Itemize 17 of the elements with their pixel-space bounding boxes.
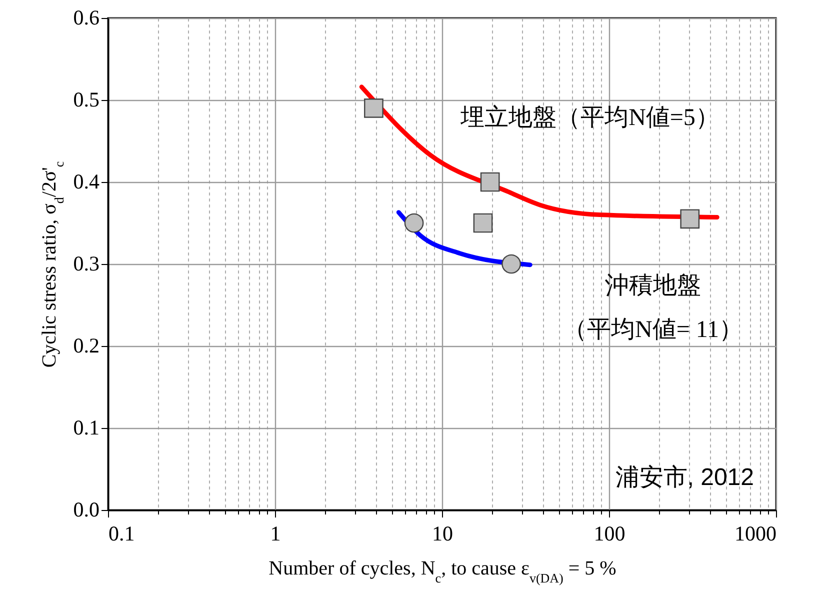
y-tick-label: 0.4 [73, 170, 100, 194]
y-tick-label: 0.2 [73, 334, 100, 358]
x-tick-label: 10 [432, 522, 453, 546]
annotation: 沖積地盤 [605, 273, 701, 299]
annotation: （平均N値= 11） [563, 317, 743, 343]
y-tick-label: 0.0 [73, 498, 100, 522]
x-tick-label: 1000 [734, 522, 776, 546]
x-tick-label: 0.1 [108, 522, 135, 546]
y-tick-label: 0.3 [73, 252, 100, 276]
annotation: 浦安市, 2012 [615, 464, 754, 491]
y-tick-label: 0.5 [73, 88, 100, 112]
x-axis-title: Number of cycles, N$_{c}$, to cause ε$_{v(DA)}$ = 5 % [268, 558, 616, 585]
annotation: 埋立地盤（平均N値=5） [460, 104, 720, 131]
x-tick-label: 100 [594, 522, 626, 546]
y-tick-label: 0.6 [73, 6, 100, 30]
y-tick-label: 0.1 [73, 416, 100, 440]
x-tick-label: 1 [270, 522, 281, 546]
